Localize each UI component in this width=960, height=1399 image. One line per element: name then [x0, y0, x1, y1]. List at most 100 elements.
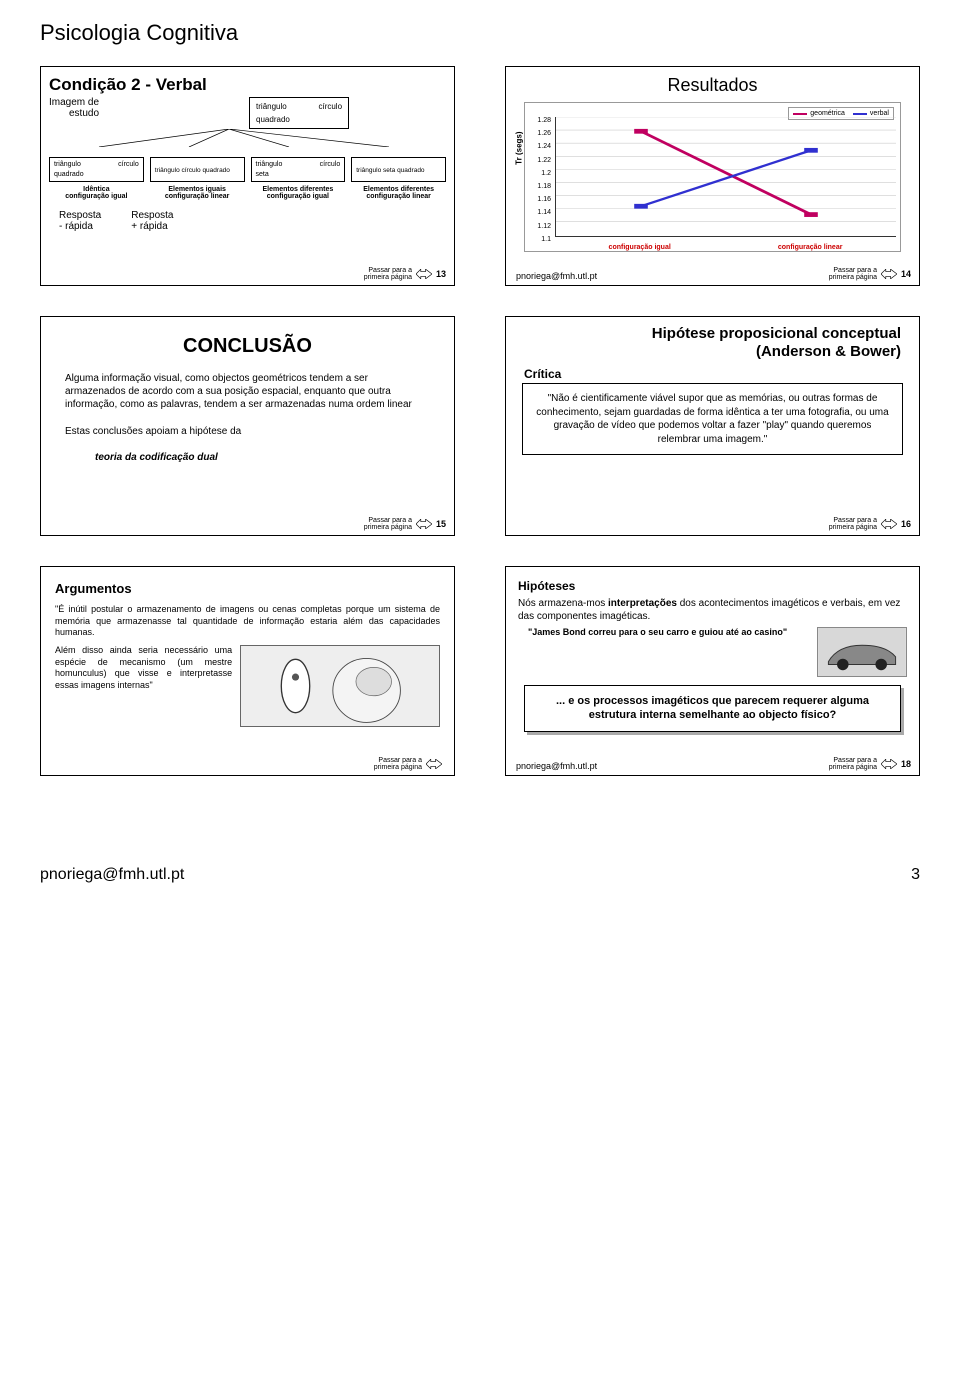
slide16-title-l2: (Anderson & Bower): [756, 343, 901, 360]
head-drawing-icon: [241, 646, 439, 726]
ytick: 1.14: [537, 209, 551, 216]
page-header: Psicologia Cognitiva: [40, 20, 920, 46]
nav-text: Passar para a primeira página: [829, 757, 877, 771]
car-icon: [818, 628, 906, 676]
slides-grid: Condição 2 - Verbal Imagem de estudo tri…: [40, 66, 920, 776]
xlabel: configuração igual: [609, 244, 671, 251]
slide13-title: Condição 2 - Verbal: [49, 75, 446, 95]
ytick: 1.22: [537, 157, 551, 164]
slide-footer: Passar para a primeira página 18: [829, 757, 911, 771]
s13-label: Elementos diferentes configuração igual: [251, 186, 346, 200]
nav-text: Passar para a primeira página: [364, 517, 412, 531]
ytick: 1.1: [541, 236, 551, 243]
double-arrow-icon: [881, 759, 897, 769]
slide17-p2: Além disso ainda seria necessário uma es…: [55, 645, 232, 727]
slide13-top-box: triângulo círculo quadrado: [249, 97, 349, 129]
ytick: 1.18: [537, 183, 551, 190]
s13-box: triângulo círculo quadrado: [49, 157, 144, 182]
nav-text: Passar para a primeira página: [374, 757, 422, 771]
results-chart: geométrica verbal Tr (segs) 1.28 1.26 1.…: [524, 102, 901, 252]
s13-item: círculo: [118, 161, 139, 168]
plot-area: [555, 117, 896, 237]
ytick: 1.24: [537, 143, 551, 150]
s13-resp: Resposta + rápida: [131, 210, 173, 232]
slide-footer: Passar para a primeira página 15: [364, 517, 446, 531]
double-arrow-icon: [416, 519, 432, 529]
slide15-title: CONCLUSÃO: [49, 335, 446, 358]
s13-box: triângulo círculo seta: [251, 157, 346, 182]
legend-swatch: [793, 113, 807, 115]
x-axis-labels: configuração igual configuração linear: [555, 244, 896, 251]
slide17-title: Argumentos: [55, 581, 440, 596]
legend-label: verbal: [870, 110, 889, 117]
slide-email: pnoriega@fmh.utl.pt: [516, 271, 597, 281]
slide-13: Condição 2 - Verbal Imagem de estudo tri…: [40, 66, 455, 286]
double-arrow-icon: [416, 269, 432, 279]
ytick: 1.28: [537, 117, 551, 124]
s13-resp: Resposta - rápida: [59, 210, 101, 232]
slide18-question-box: ... e os processos imagéticos que parece…: [524, 685, 901, 732]
slide-18: Hipóteses Nós armazena-mos interpretaçõe…: [505, 566, 920, 776]
slide16-title-l1: Hipótese proposicional conceptual: [652, 325, 901, 342]
s13-item: triângulo: [54, 161, 81, 168]
nav-text: Passar para a primeira página: [364, 267, 412, 281]
s18-p1b: interpretações: [608, 598, 677, 609]
s13-top-item: quadrado: [256, 115, 342, 124]
nav-text: Passar para a primeira página: [829, 267, 877, 281]
slide17-row: Além disso ainda seria necessário uma es…: [55, 645, 440, 727]
s13-item: círculo: [320, 161, 341, 168]
footer-email: pnoriega@fmh.utl.pt: [40, 866, 184, 884]
slide14-title: Resultados: [514, 75, 911, 96]
page-number: 15: [436, 519, 446, 529]
slide16-title: Hipótese proposicional conceptual (Ander…: [514, 325, 911, 361]
s13-label: Elementos iguais configuração linear: [150, 186, 245, 200]
xlabel: configuração linear: [778, 244, 843, 251]
y-axis: 1.28 1.26 1.24 1.22 1.2 1.18 1.16 1.14 1…: [527, 117, 551, 237]
slide-footer: Passar para a primeira página 14: [829, 267, 911, 281]
slide16-quote-box: "Não é cientificamente viável supor que …: [522, 383, 903, 455]
s13-label: Elementos diferentes configuração linear: [351, 186, 446, 200]
slide-14: Resultados geométrica verbal Tr (segs) 1…: [505, 66, 920, 286]
slide-16: Hipótese proposicional conceptual (Ander…: [505, 316, 920, 536]
nav-text: Passar para a primeira página: [829, 517, 877, 531]
s13-item: triângulo: [256, 161, 283, 168]
slide-15: CONCLUSÃO Alguma informação visual, como…: [40, 316, 455, 536]
page-number: 14: [901, 269, 911, 279]
slide13-labels: Idêntica configuração igual Elementos ig…: [49, 186, 446, 200]
ytick: 1.2: [541, 170, 551, 177]
slide18-row: "James Bond correu para o seu carro e gu…: [518, 627, 907, 677]
double-arrow-icon: [426, 759, 442, 769]
slide-footer: Passar para a primeira página 16: [829, 517, 911, 531]
slide13-responses: Resposta - rápida Resposta + rápida: [59, 210, 446, 232]
ytick: 1.16: [537, 196, 551, 203]
ytick: 1.26: [537, 130, 551, 137]
y-axis-label: Tr (segs): [515, 131, 524, 164]
slide18-p1: Nós armazena-mos interpretações dos acon…: [518, 597, 907, 623]
s13-top-item: círculo: [318, 102, 342, 111]
s13-item: seta: [256, 171, 341, 178]
slide15-body: Alguma informação visual, como objectos …: [49, 372, 446, 463]
s13-box: triângulo seta quadrado: [351, 157, 446, 182]
slide13-boxes-row: triângulo círculo quadrado triângulo cír…: [49, 157, 446, 182]
slide-17: Argumentos "É inútil postular o armazena…: [40, 566, 455, 776]
double-arrow-icon: [881, 519, 897, 529]
slide-email: pnoriega@fmh.utl.pt: [516, 761, 597, 771]
s18-p1a: Nós armazena-mos: [518, 598, 608, 609]
tree-connector: [49, 129, 446, 147]
s13-item: triângulo círculo quadrado: [155, 161, 240, 174]
s13-item: triângulo seta quadrado: [356, 161, 441, 174]
slide18-title: Hipóteses: [518, 579, 907, 593]
s13-top-item: triângulo: [256, 102, 287, 111]
slide18-quote: "James Bond correu para o seu carro e gu…: [518, 627, 811, 637]
page: Psicologia Cognitiva Condição 2 - Verbal…: [0, 0, 960, 856]
page-number: 13: [436, 269, 446, 279]
homunculus-image: [240, 645, 440, 727]
page-number: 16: [901, 519, 911, 529]
page-footer: pnoriega@fmh.utl.pt 3: [0, 856, 960, 904]
slide-footer: Passar para a primeira página: [374, 757, 446, 771]
slide-footer: Passar para a primeira página 13: [364, 267, 446, 281]
s13-item: quadrado: [54, 171, 139, 178]
legend-swatch: [853, 113, 867, 115]
slide15-p1: Alguma informação visual, como objectos …: [65, 372, 430, 411]
s13-box: triângulo círculo quadrado: [150, 157, 245, 182]
